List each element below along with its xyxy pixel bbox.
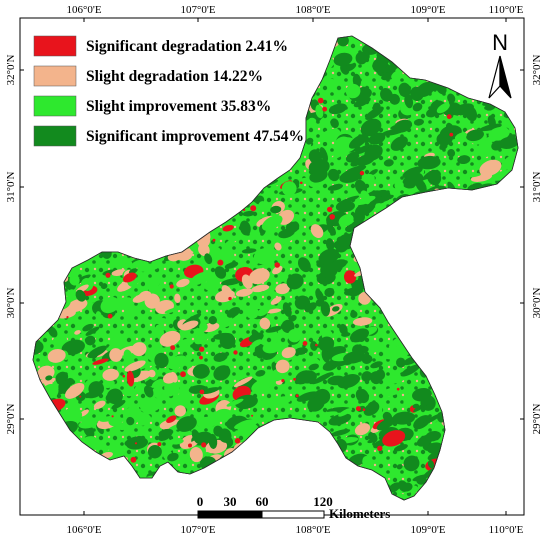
bottom-tick-label-3: 109°0'E bbox=[410, 524, 445, 536]
scale-label-120: 120 bbox=[313, 494, 333, 509]
scale-segment-3 bbox=[261, 510, 325, 519]
legend-swatch-3 bbox=[33, 125, 77, 147]
bottom-tick-label-1: 107°0'E bbox=[180, 524, 215, 536]
legend-label-1: Slight degradation 14.22% bbox=[86, 68, 263, 85]
left-tick-label-3: 29°0'N bbox=[5, 404, 17, 435]
scale-bar: 0 30 60 120 Kilometers bbox=[197, 494, 391, 521]
legend-label-0: Significant degradation 2.41% bbox=[86, 38, 288, 55]
top-tick-label-2: 108°0'E bbox=[295, 4, 330, 16]
top-tick-label-3: 109°0'E bbox=[410, 4, 445, 16]
legend-swatch-1 bbox=[33, 65, 77, 87]
legend-swatch-2 bbox=[33, 95, 77, 117]
bottom-tick-label-2: 108°0'E bbox=[295, 524, 330, 536]
scale-label-0: 0 bbox=[197, 494, 204, 509]
right-latitude-ticks: 32°0'N 31°0'N 30°0'N 29°0'N bbox=[520, 55, 543, 435]
bottom-longitude-ticks: 106°0'E 107°0'E 108°0'E 109°0'E 110°0'E bbox=[66, 511, 524, 536]
legend-swatch-0 bbox=[33, 35, 77, 57]
right-tick-label-0: 32°0'N bbox=[531, 55, 543, 86]
right-tick-label-3: 29°0'N bbox=[531, 404, 543, 435]
right-tick-label-1: 31°0'N bbox=[531, 172, 543, 203]
top-tick-label-1: 107°0'E bbox=[180, 4, 215, 16]
scale-label-30: 30 bbox=[224, 494, 237, 509]
scale-label-60: 60 bbox=[256, 494, 269, 509]
bottom-tick-label-4: 110°0'E bbox=[489, 524, 524, 536]
left-tick-label-2: 30°0'N bbox=[5, 288, 17, 319]
left-tick-label-0: 32°0'N bbox=[5, 55, 17, 86]
scale-segment-2 bbox=[229, 510, 263, 519]
left-latitude-ticks: 32°0'N 31°0'N 30°0'N 29°0'N bbox=[5, 55, 24, 435]
legend-label-2: Slight improvement 35.83% bbox=[86, 98, 271, 115]
scale-unit: Kilometers bbox=[329, 506, 390, 521]
legend-label-3: Significant improvement 47.54% bbox=[86, 128, 304, 145]
top-tick-label-0: 106°0'E bbox=[66, 4, 101, 16]
top-tick-label-4: 110°0'E bbox=[489, 4, 524, 16]
north-arrow-icon: N bbox=[488, 30, 512, 99]
left-tick-label-1: 31°0'N bbox=[5, 172, 17, 203]
top-longitude-ticks: 106°0'E 107°0'E 108°0'E 109°0'E 110°0'E bbox=[66, 4, 524, 22]
north-letter: N bbox=[492, 30, 508, 55]
scale-segment-1 bbox=[197, 510, 231, 519]
right-tick-label-2: 30°0'N bbox=[531, 288, 543, 319]
legend: Significant degradation 2.41% Slight degr… bbox=[33, 35, 304, 147]
bottom-tick-label-0: 106°0'E bbox=[66, 524, 101, 536]
